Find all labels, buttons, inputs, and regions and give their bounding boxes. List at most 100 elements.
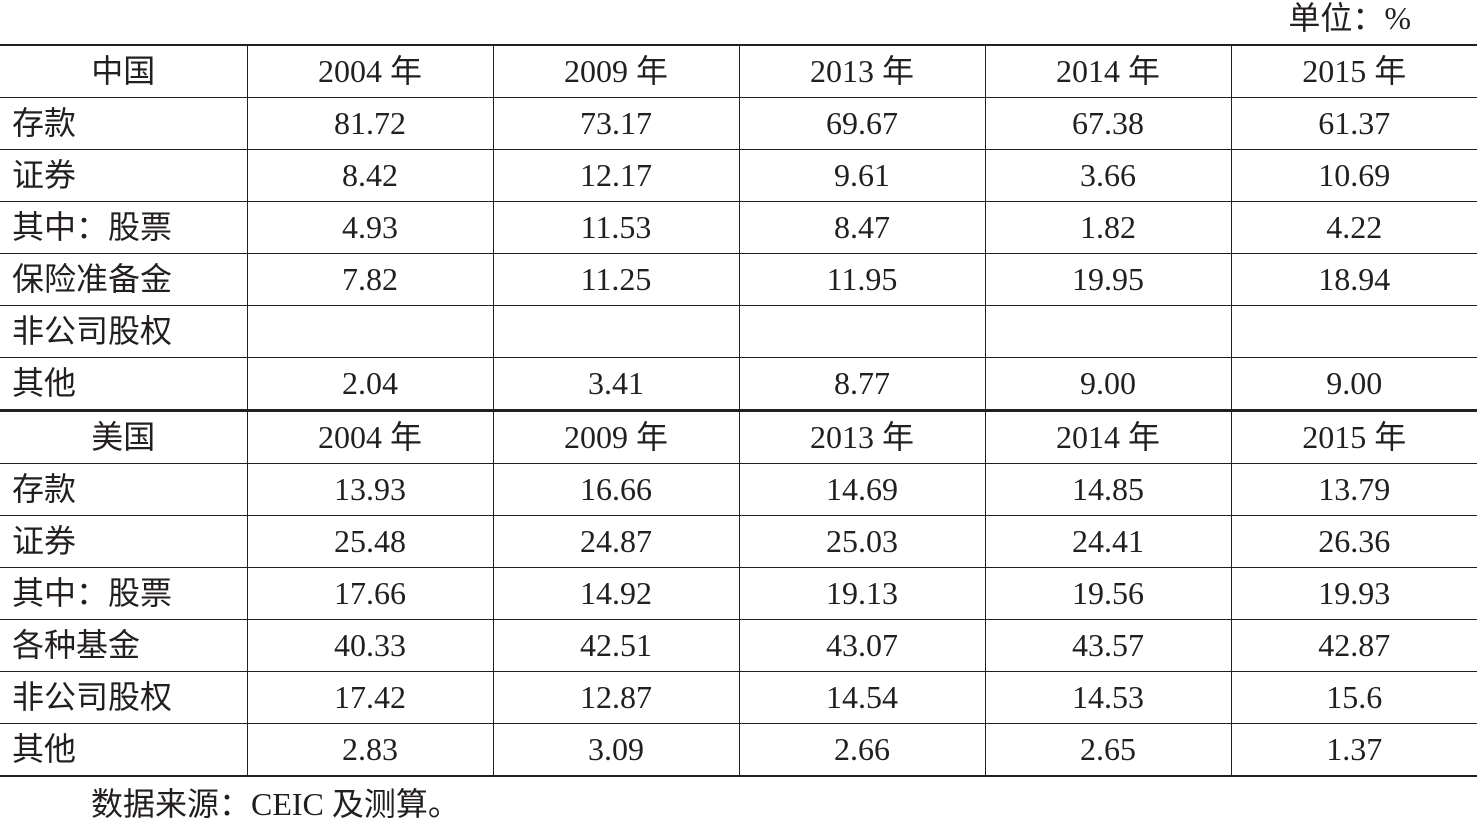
- table-cell: 2.66: [738, 723, 985, 777]
- table-row: 存款 81.72 73.17 69.67 67.38 61.37: [0, 97, 1477, 150]
- row-label: 各种基金: [0, 619, 247, 672]
- table-cell: 4.22: [1230, 201, 1477, 254]
- year-value: 2009: [563, 419, 628, 455]
- row-label: 保险准备金: [0, 253, 247, 306]
- usa-year-header: 2013 年: [738, 409, 985, 464]
- table-row: 其他 2.83 3.09 2.66 2.65 1.37: [0, 723, 1477, 777]
- china-year-header: 2009 年: [492, 44, 739, 98]
- table-cell: 2.04: [246, 357, 493, 411]
- table-cell: 61.37: [1230, 97, 1477, 150]
- table-cell: 2.83: [246, 723, 493, 777]
- usa-year-header: 2004 年: [246, 409, 493, 464]
- year-value: 2004: [317, 53, 382, 89]
- table-cell: 24.87: [492, 515, 739, 568]
- table-cell: 9.00: [1230, 357, 1477, 411]
- china-year-header: 2014 年: [984, 44, 1231, 98]
- table-cell: 19.95: [984, 253, 1231, 306]
- china-year-header: 2004 年: [246, 44, 493, 98]
- table-cell: 1.82: [984, 201, 1231, 254]
- table-cell: [492, 305, 739, 358]
- year-value: 2014: [1055, 419, 1120, 455]
- table-cell: 25.48: [246, 515, 493, 568]
- table-cell: 15.6: [1230, 671, 1477, 724]
- usa-year-header: 2009 年: [492, 409, 739, 464]
- table-row: 其中：股票 4.93 11.53 8.47 1.82 4.22: [0, 201, 1477, 254]
- table-cell: 14.53: [984, 671, 1231, 724]
- table-cell: 42.51: [492, 619, 739, 672]
- table-cell: 11.53: [492, 201, 739, 254]
- year-suffix: 年: [627, 53, 668, 89]
- data-source-note: 数据来源：CEIC 及测算。: [91, 786, 460, 822]
- row-label: 证券: [0, 515, 247, 568]
- table-row: 非公司股权 17.42 12.87 14.54 14.53 15.6: [0, 671, 1477, 724]
- table-cell: [1230, 305, 1477, 358]
- table-cell: 81.72: [246, 97, 493, 150]
- table-cell: [738, 305, 985, 358]
- table-row: 存款 13.93 16.66 14.69 14.85 13.79: [0, 463, 1477, 516]
- year-value: 2015: [1302, 53, 1367, 89]
- table-cell: 67.38: [984, 97, 1231, 150]
- table-cell: 42.87: [1230, 619, 1477, 672]
- asset-structure-table: 中国 2004 年 2009 年 2013 年 2014 年 2015 年存款 81.72 7…: [0, 44, 1477, 777]
- table-row: 其中：股票 17.66 14.92 19.13 19.56 19.93: [0, 567, 1477, 620]
- table-cell: 43.07: [738, 619, 985, 672]
- table-cell: 3.41: [492, 357, 739, 411]
- row-label: 证券: [0, 149, 247, 202]
- table-cell: 11.95: [738, 253, 985, 306]
- table-cell: [246, 305, 493, 358]
- table-row: 证券 25.48 24.87 25.03 24.41 26.36: [0, 515, 1477, 568]
- year-value: 2013: [809, 419, 874, 455]
- table-cell: 14.69: [738, 463, 985, 516]
- table-cell: 8.42: [246, 149, 493, 202]
- table-cell: 13.79: [1230, 463, 1477, 516]
- year-suffix: 年: [1366, 419, 1407, 455]
- row-label: 存款: [0, 463, 247, 516]
- year-suffix: 年: [873, 53, 914, 89]
- china-year-header: 2013 年: [738, 44, 985, 98]
- table-cell: 7.82: [246, 253, 493, 306]
- year-value: 2013: [809, 53, 874, 89]
- table-cell: 19.13: [738, 567, 985, 620]
- table-cell: 18.94: [1230, 253, 1477, 306]
- year-suffix: 年: [1119, 419, 1160, 455]
- table-cell: 13.93: [246, 463, 493, 516]
- table-cell: 12.87: [492, 671, 739, 724]
- usa-header-row: 美国 2004 年 2009 年 2013 年 2014 年 2015 年: [0, 409, 1477, 464]
- year-suffix: 年: [381, 53, 422, 89]
- year-suffix: 年: [381, 419, 422, 455]
- china-header-row: 中国 2004 年 2009 年 2013 年 2014 年 2015 年: [0, 44, 1477, 98]
- table-cell: 19.93: [1230, 567, 1477, 620]
- table-row: 各种基金 40.33 42.51 43.07 43.57 42.87: [0, 619, 1477, 672]
- table-cell: 10.69: [1230, 149, 1477, 202]
- table-row: 非公司股权: [0, 305, 1477, 358]
- year-suffix: 年: [627, 419, 668, 455]
- table-cell: 40.33: [246, 619, 493, 672]
- table-cell: 9.61: [738, 149, 985, 202]
- usa-year-header: 2014 年: [984, 409, 1231, 464]
- table-cell: 26.36: [1230, 515, 1477, 568]
- row-label: 非公司股权: [0, 671, 247, 724]
- table-cell: 19.56: [984, 567, 1231, 620]
- china-section-label: 中国: [0, 44, 247, 98]
- table-cell: 25.03: [738, 515, 985, 568]
- usa-year-header: 2015 年: [1230, 409, 1477, 464]
- table-cell: 11.25: [492, 253, 739, 306]
- table-cell: 1.37: [1230, 723, 1477, 777]
- china-year-header: 2015 年: [1230, 44, 1477, 98]
- table-row: 保险准备金 7.82 11.25 11.95 19.95 18.94: [0, 253, 1477, 306]
- row-label: 其他: [0, 357, 247, 411]
- year-value: 2009: [563, 53, 628, 89]
- table-cell: 3.66: [984, 149, 1231, 202]
- year-suffix: 年: [873, 419, 914, 455]
- table-cell: 17.42: [246, 671, 493, 724]
- row-label: 存款: [0, 97, 247, 150]
- table-cell: [984, 305, 1231, 358]
- table-cell: 3.09: [492, 723, 739, 777]
- row-label: 其中：股票: [0, 201, 247, 254]
- table-cell: 14.54: [738, 671, 985, 724]
- table-cell: 8.77: [738, 357, 985, 411]
- table-cell: 4.93: [246, 201, 493, 254]
- table-cell: 24.41: [984, 515, 1231, 568]
- table-cell: 17.66: [246, 567, 493, 620]
- table-body: 中国 2004 年 2009 年 2013 年 2014 年 2015 年存款 81.72 7…: [0, 44, 1477, 777]
